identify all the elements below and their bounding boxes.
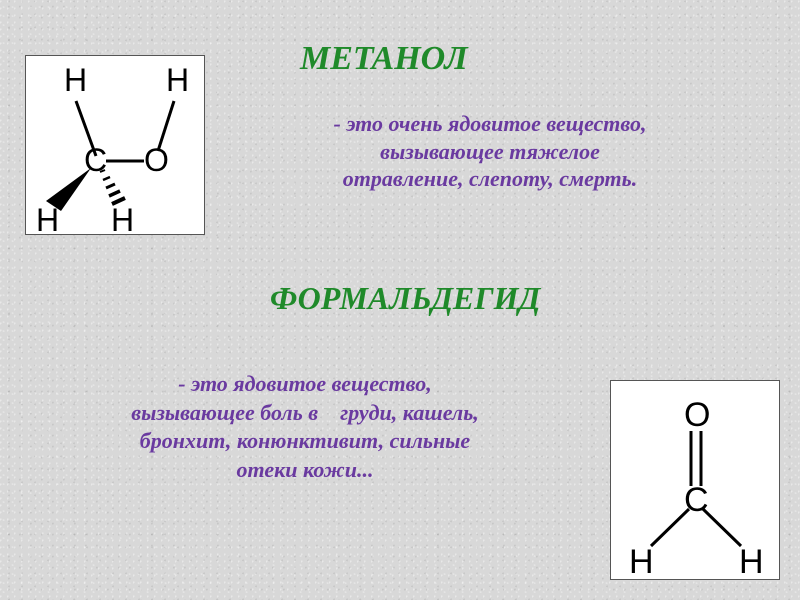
methanol-description: - это очень ядовитое вещество,вызывающее… <box>240 110 740 193</box>
formaldehyde-svg: O C H H <box>611 381 781 581</box>
svg-text:O: O <box>684 396 710 434</box>
methanol-title: МЕТАНОЛ <box>300 40 468 78</box>
svg-text:C: C <box>684 481 709 519</box>
svg-text:O: O <box>144 142 169 178</box>
svg-text:C: C <box>84 142 107 178</box>
svg-text:H: H <box>36 202 59 236</box>
formaldehyde-description: - это ядовитое вещество,вызывающее боль … <box>25 370 585 484</box>
formaldehyde-title: ФОРМАЛЬДЕГИД <box>270 280 540 317</box>
svg-text:H: H <box>739 543 764 581</box>
svg-text:H: H <box>64 62 87 98</box>
svg-text:H: H <box>166 62 189 98</box>
formaldehyde-structure: O C H H <box>610 380 780 580</box>
svg-text:H: H <box>629 543 654 581</box>
methanol-structure: H H C O H H <box>25 55 205 235</box>
methanol-svg: H H C O H H <box>26 56 206 236</box>
svg-text:H: H <box>111 202 134 236</box>
